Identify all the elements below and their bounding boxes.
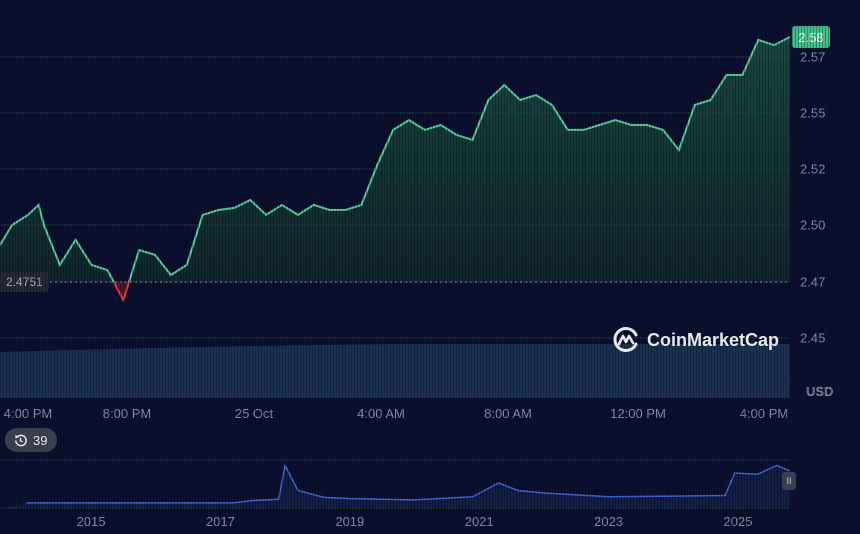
overview-line: [26, 463, 791, 504]
logo-text: CoinMarketCap: [647, 329, 780, 350]
price-line-down: [112, 282, 131, 303]
baseline-price-tag: 2.4751: [0, 272, 49, 292]
overview-year-label: 2025: [723, 514, 753, 529]
currency-label: USD: [806, 384, 834, 399]
x-tick-label: 8:00 AM: [484, 406, 532, 421]
overview-year-label: 2023: [594, 514, 624, 529]
x-tick-label: 4:00 PM: [739, 406, 789, 421]
coinmarketcap-logo-icon: [613, 327, 638, 352]
history-count: 39: [33, 432, 48, 448]
x-tick-label: 4:00 PM: [3, 406, 53, 421]
overview-year-label: 2019: [335, 514, 365, 529]
overview-handle[interactable]: II: [782, 472, 796, 490]
y-tick-label: 2.55: [800, 105, 826, 121]
overview-year-label: 2015: [76, 514, 106, 529]
price-area-fill: [0, 36, 790, 282]
volume-area: [0, 344, 790, 398]
history-clock-icon: [14, 434, 27, 446]
x-tick-label: 4:00 AM: [357, 406, 405, 421]
y-tick-label: 2.47: [800, 274, 826, 290]
last-price-tag: 2.58: [792, 26, 830, 48]
history-button[interactable]: 39: [5, 428, 58, 452]
x-tick-label: 12:00 PM: [610, 406, 666, 421]
y-tick-label: 2.52: [800, 161, 826, 177]
y-tick-label: 2.45: [800, 330, 826, 346]
y-tick-label: 2.50: [800, 217, 826, 233]
overview-year-label: 2017: [205, 514, 235, 529]
overview-year-label: 2021: [464, 514, 494, 529]
overview-area: [0, 465, 790, 508]
x-tick-label: 8:00 PM: [102, 406, 152, 421]
coinmarketcap-logo: CoinMarketCap: [612, 326, 779, 354]
y-tick-label: 2.57: [800, 49, 826, 65]
x-tick-label: 25 Oct: [234, 406, 274, 421]
price-line: [0, 36, 791, 282]
